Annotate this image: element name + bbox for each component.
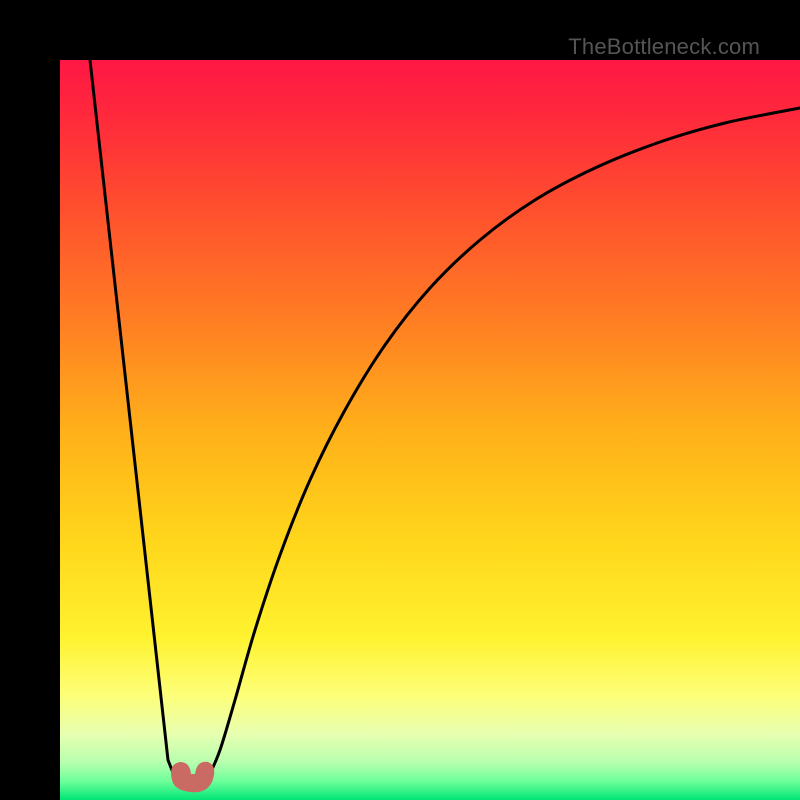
marker-blob xyxy=(171,762,214,793)
chart-frame: TheBottleneck.com xyxy=(0,0,800,800)
watermark-text: TheBottleneck.com xyxy=(568,34,760,60)
plot-area xyxy=(60,60,800,800)
sweet-spot-marker xyxy=(60,60,800,800)
